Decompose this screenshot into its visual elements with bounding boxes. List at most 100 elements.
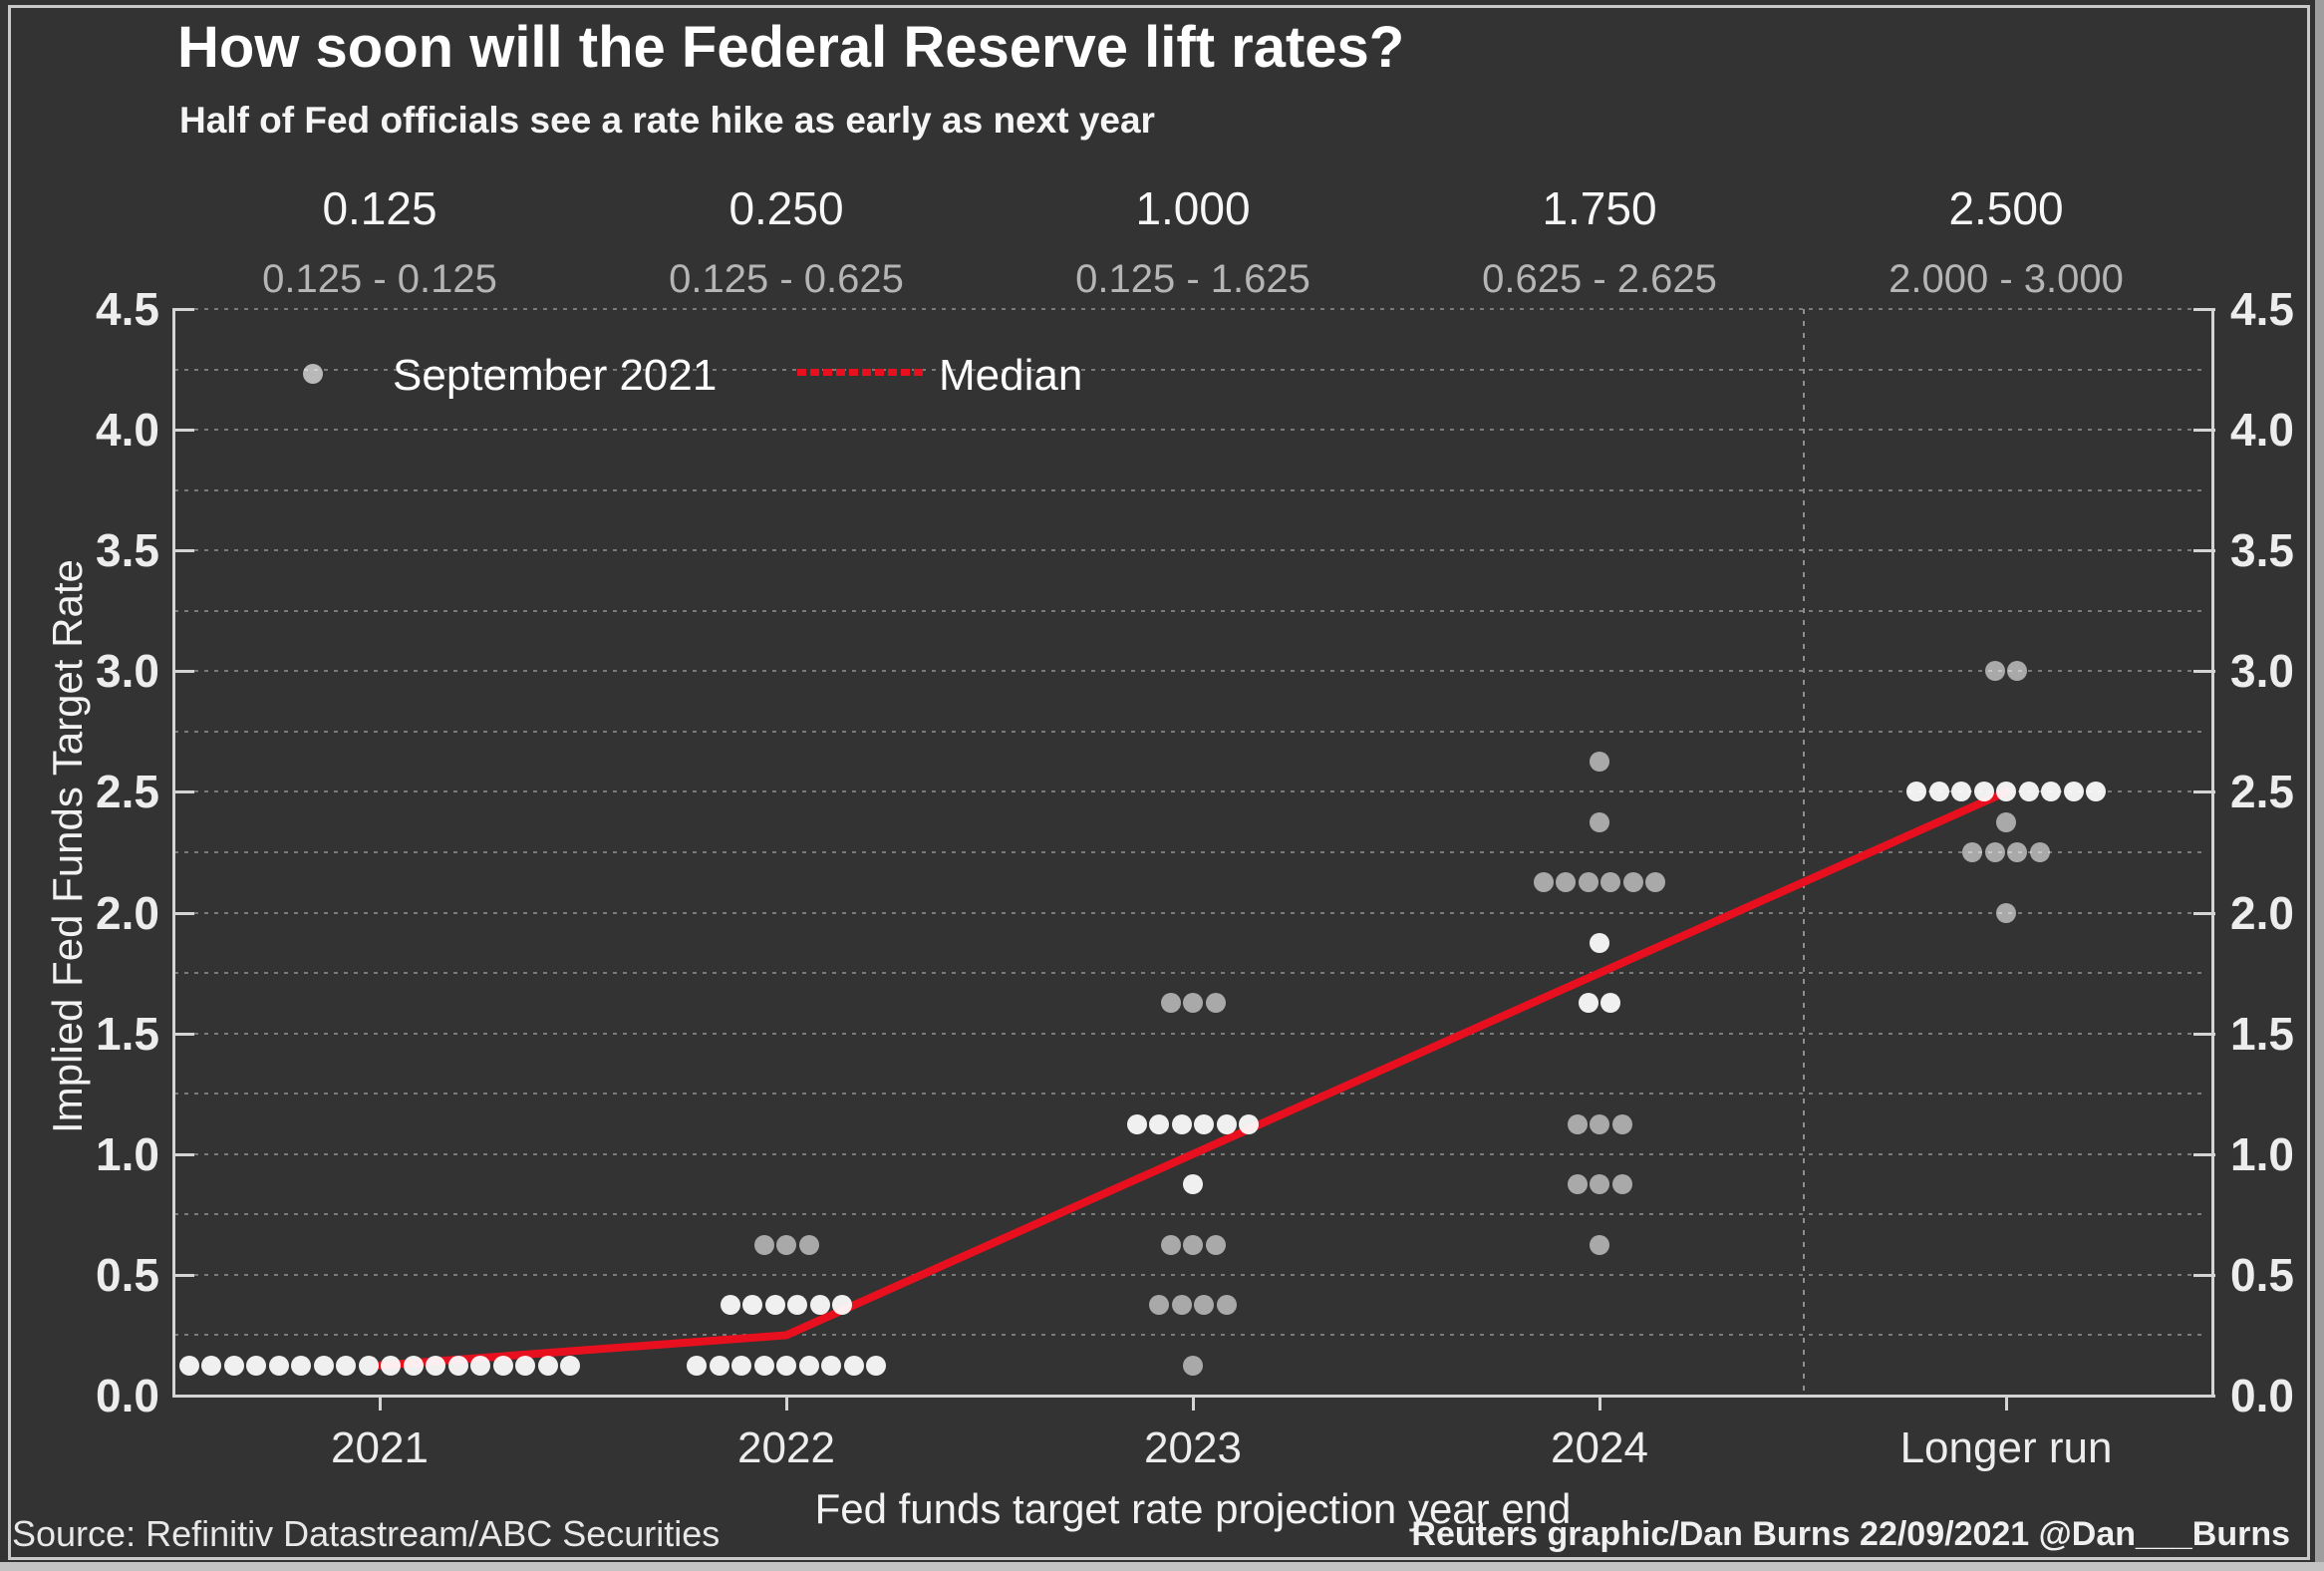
x-tick-label: 2021 [331, 1423, 429, 1472]
projection-dot [268, 1355, 289, 1376]
projection-dot [1984, 661, 2005, 682]
y-tick-label-left: 2.0 [96, 886, 159, 939]
projection-dot [381, 1355, 402, 1376]
y-tick-left [172, 911, 194, 915]
y-tick-label-left: 4.5 [96, 283, 159, 335]
projection-dot [246, 1355, 267, 1376]
projection-dot [787, 1295, 808, 1316]
gridline [174, 1032, 2204, 1035]
projection-dot [1533, 872, 1554, 893]
projection-dot [1973, 782, 1994, 802]
projection-dot [1149, 1113, 1170, 1134]
y-tick-right [2193, 670, 2215, 674]
projection-dot [1160, 993, 1181, 1014]
y-tick-label-left: 3.0 [96, 645, 159, 698]
projection-dot [1611, 1113, 1632, 1134]
y-tick-right [2193, 911, 2215, 915]
x-tick-label: Longer run [1899, 1423, 2113, 1472]
column-range-value: 0.125 - 0.125 [262, 257, 497, 301]
y-tick-right [2193, 549, 2215, 553]
projection-dot [1590, 811, 1609, 832]
projection-dot [798, 1355, 819, 1376]
projection-dot [1996, 811, 2016, 832]
y-tick-left [172, 1395, 194, 1398]
projection-dot [687, 1355, 707, 1376]
projection-dot [1183, 1355, 1203, 1376]
projection-dot [1183, 1174, 1203, 1195]
window-edge-right [2315, 0, 2324, 1571]
projection-dot [1590, 1174, 1609, 1195]
y-tick-right [2193, 1395, 2215, 1398]
column-median-value: 0.250 [728, 182, 844, 234]
projection-dot [1194, 1295, 1215, 1316]
x-tick [1192, 1396, 1195, 1411]
projection-dot [1126, 1113, 1147, 1134]
gridline [174, 790, 2204, 793]
projection-dot [403, 1355, 424, 1376]
projection-dot [470, 1355, 491, 1376]
y-tick-label-right: 2.5 [2230, 766, 2294, 818]
projection-dot [291, 1355, 312, 1376]
x-tick [2005, 1396, 2008, 1411]
y-tick-label-right: 0.0 [2230, 1370, 2294, 1421]
y-tick-left [172, 308, 194, 311]
y-tick-left [172, 1273, 194, 1277]
projection-dot [336, 1355, 357, 1376]
projection-dot [1590, 932, 1609, 953]
gridline [174, 911, 2204, 914]
y-tick-label-left: 0.0 [96, 1370, 159, 1421]
projection-dot [1239, 1113, 1260, 1134]
projection-dot [537, 1355, 558, 1376]
projection-dot [2007, 661, 2028, 682]
x-tick-label: 2022 [737, 1423, 835, 1472]
x-tick [379, 1396, 382, 1411]
projection-dot [2063, 782, 2084, 802]
x-tick [1598, 1396, 1601, 1411]
projection-dot [2007, 842, 2028, 862]
y-axis-title: Implied Fed Funds Target Rate [44, 559, 91, 1133]
column-range-value: 0.125 - 0.625 [669, 257, 904, 301]
window-edge-bottom [0, 1562, 2324, 1571]
y-tick-label-right: 2.0 [2230, 886, 2294, 939]
y-tick-label-right: 3.0 [2230, 645, 2294, 698]
gridline [174, 730, 2204, 733]
graphic-credit: Reuters graphic/Dan Burns 22/09/2021 @Da… [1411, 1515, 2290, 1553]
projection-dot [313, 1355, 334, 1376]
projection-dot [1984, 842, 2005, 862]
y-axis-left [172, 309, 175, 1396]
projection-dot [358, 1355, 379, 1376]
y-tick-label-right: 4.0 [2230, 404, 2294, 457]
column-median-value: 0.125 [322, 182, 437, 234]
y-tick-left [172, 1032, 194, 1036]
y-tick-label-right: 3.5 [2230, 524, 2294, 577]
column-range-value: 0.625 - 2.625 [1482, 257, 1717, 301]
projection-dot [1951, 782, 1971, 802]
y-tick-right [2193, 1032, 2215, 1036]
y-tick-label-left: 4.0 [96, 404, 159, 457]
projection-dot [866, 1355, 886, 1376]
y-tick-right [2193, 1152, 2215, 1156]
projection-dot [1216, 1295, 1237, 1316]
projection-dot [776, 1355, 796, 1376]
projection-dot [2029, 842, 2050, 862]
projection-dot [1556, 872, 1577, 893]
gridline [174, 1334, 2204, 1337]
gridline [174, 851, 2204, 853]
projection-dot [1160, 1234, 1181, 1255]
projection-dot [753, 1355, 774, 1376]
projection-dot [492, 1355, 513, 1376]
y-tick-label-left: 1.0 [96, 1127, 159, 1180]
projection-dot [1205, 993, 1226, 1014]
legend-median-line-icon [797, 369, 923, 376]
y-tick-left [172, 429, 194, 433]
column-range-value: 0.125 - 1.625 [1075, 257, 1310, 301]
projection-dot [1567, 1113, 1588, 1134]
y-tick-right [2193, 790, 2215, 794]
projection-dot [426, 1355, 446, 1376]
projection-dot [731, 1355, 751, 1376]
projection-dot [1996, 902, 2016, 923]
projection-dot [223, 1355, 244, 1376]
projection-dot [1590, 1234, 1609, 1255]
projection-dot [1578, 872, 1598, 893]
projection-dot [798, 1234, 819, 1255]
